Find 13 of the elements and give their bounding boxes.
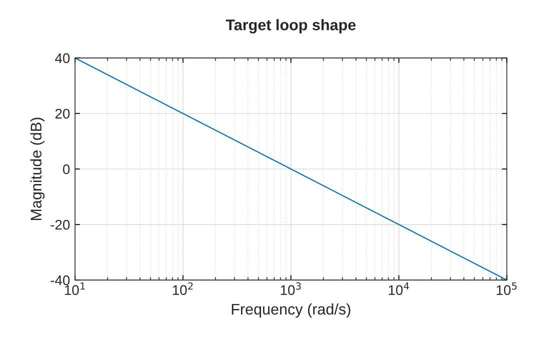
y-tick-label: 40 — [55, 53, 70, 64]
y-axis-title: Magnitude (dB) — [30, 118, 45, 220]
y-tick-label: -20 — [50, 220, 70, 230]
x-axis-title: Frequency (rad/s) — [232, 303, 350, 318]
y-tick-label: 20 — [55, 108, 70, 119]
x-tick-label: 10$^{2}$ — [172, 282, 193, 296]
x-tick-label: 10$^{4}$ — [388, 282, 409, 296]
chart-title: Target loop shape — [226, 19, 356, 34]
y-tick-label: -40 — [50, 275, 70, 286]
x-tick-label: 10$^{5}$ — [496, 282, 517, 296]
line-series — [75, 58, 507, 280]
x-tick-label: 10$^{3}$ — [280, 282, 301, 296]
y-tick-label: 0 — [63, 164, 70, 174]
